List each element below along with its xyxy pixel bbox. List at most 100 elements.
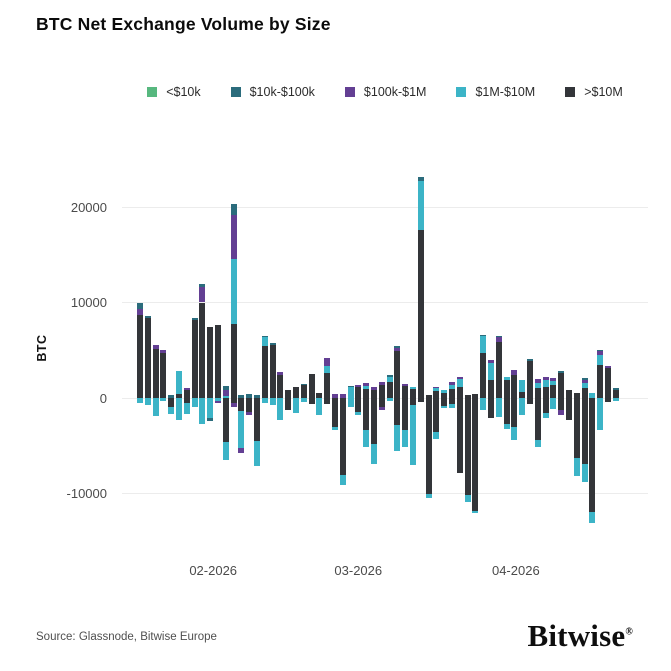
- bitwise-logo: Bitwise®: [527, 618, 633, 654]
- x-tick-label: 03-2026: [334, 563, 383, 578]
- bar-segment: [308, 374, 315, 398]
- bar-segment: [160, 353, 167, 398]
- bar-segment: [199, 398, 206, 424]
- bar-segment: [137, 314, 143, 398]
- bar-segment: [573, 398, 580, 459]
- bar-segment: [527, 360, 533, 398]
- bar-segment: [488, 359, 494, 364]
- bar-segment: [534, 388, 541, 398]
- bar-segment: [441, 405, 448, 409]
- legend-swatch-icon: [147, 87, 158, 97]
- legend-swatch-icon: [230, 87, 241, 97]
- bar-segment: [417, 181, 424, 230]
- bar-segment: [152, 398, 159, 417]
- bar-segment: [495, 337, 502, 342]
- bar-segment: [480, 335, 487, 354]
- bar-segment: [449, 403, 455, 408]
- bar-segment: [550, 380, 557, 385]
- legend-swatch-icon: [456, 87, 467, 97]
- bar-segment: [324, 398, 331, 404]
- bar-segment: [176, 371, 182, 395]
- bar-segment: [324, 366, 331, 374]
- bar-segment: [402, 385, 409, 398]
- bar-segment: [199, 284, 206, 288]
- gridline: [122, 397, 648, 399]
- bar-segment: [355, 384, 362, 387]
- x-tick-label: 02-2026: [189, 563, 238, 578]
- bar-segment: [433, 388, 440, 392]
- bar-segment: [183, 388, 190, 391]
- bar-segment: [581, 379, 588, 384]
- bar-segment: [168, 395, 175, 398]
- bar-segment: [542, 386, 549, 398]
- bar-segment: [238, 448, 245, 453]
- source-caption: Source: Glassnode, Bitwise Europe: [36, 631, 217, 643]
- bar-segment: [433, 386, 440, 389]
- bar-segment: [378, 381, 385, 385]
- bar-segment: [363, 389, 370, 398]
- bar-segment: [542, 379, 549, 387]
- bar-segment: [464, 395, 471, 398]
- bar-segment: [449, 382, 455, 385]
- bar-segment: [605, 366, 611, 369]
- bar-segment: [495, 336, 502, 338]
- bar-segment: [160, 398, 167, 401]
- bar-segment: [347, 398, 354, 407]
- bar-segment: [168, 406, 175, 415]
- bar-segment: [495, 398, 502, 418]
- bar-segment: [254, 398, 260, 441]
- page-title: BTC Net Exchange Volume by Size: [36, 14, 331, 34]
- bar-segment: [519, 392, 526, 398]
- bar-segment: [488, 363, 494, 380]
- bar-segment: [199, 287, 206, 303]
- bar-segment: [137, 398, 143, 403]
- bar-segment: [176, 398, 182, 420]
- bar-segment: [503, 423, 510, 429]
- bitwise-logo-text: Bitwise: [527, 618, 626, 653]
- legend-item-4: >$10M: [565, 85, 623, 99]
- bar-segment: [176, 394, 182, 398]
- bar-segment: [168, 398, 175, 407]
- y-tick-label: -10000: [66, 486, 107, 501]
- bar-segment: [191, 398, 198, 407]
- bar-segment: [488, 379, 494, 398]
- bar-segment: [230, 214, 237, 259]
- bar-segment: [449, 384, 455, 390]
- x-tick-label: 04-2026: [491, 563, 540, 578]
- bar-segment: [534, 382, 541, 389]
- bar-segment: [285, 390, 292, 398]
- bar-segment: [503, 398, 510, 424]
- bar-segment: [355, 412, 362, 415]
- bar-segment: [332, 394, 338, 398]
- bar-segment: [347, 387, 354, 398]
- bar-segment: [254, 395, 260, 398]
- bar-segment: [363, 383, 370, 386]
- bar-segment: [137, 303, 143, 310]
- bar-segment: [534, 440, 541, 447]
- legend-item-2: $100k-$1M: [344, 85, 426, 99]
- bar-segment: [410, 389, 416, 398]
- bar-segment: [456, 378, 463, 387]
- bar-segment: [573, 393, 580, 398]
- bar-segment: [339, 475, 346, 485]
- bar-segment: [215, 400, 221, 403]
- bar-segment: [261, 335, 268, 337]
- bar-segment: [215, 325, 221, 398]
- bar-segment: [581, 398, 588, 464]
- bar-segment: [581, 388, 588, 398]
- registered-trademark-icon: ®: [625, 626, 633, 638]
- bar-segment: [449, 389, 455, 398]
- y-tick-label: 20000: [70, 199, 107, 215]
- bar-segment: [160, 349, 167, 354]
- y-tick-label: 10000: [70, 295, 107, 310]
- bar-segment: [246, 412, 253, 416]
- bar-segment: [207, 398, 214, 419]
- bar-segment: [456, 376, 463, 379]
- bar-segment: [238, 398, 245, 412]
- bar-segment: [558, 370, 565, 374]
- bar-segment: [378, 398, 385, 407]
- bar-segment: [550, 377, 557, 381]
- bar-segment: [511, 375, 518, 398]
- bar-segment: [378, 384, 385, 398]
- bar-segment: [495, 341, 502, 398]
